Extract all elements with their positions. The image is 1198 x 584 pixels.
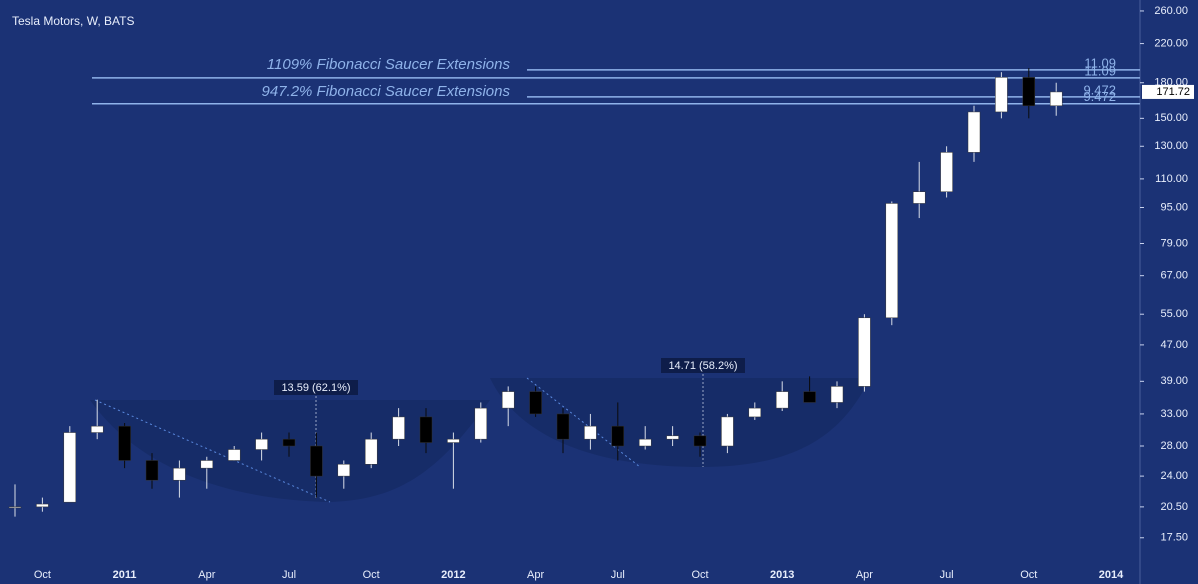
candle-body [858,317,871,387]
x-tick-label: 2012 [441,569,465,581]
candle-body [721,416,734,447]
fib-level-label: 9.472 [1083,89,1116,104]
candle-body [8,506,22,509]
x-tick-label: Jul [611,569,625,581]
candle-body [200,460,214,469]
candle-body [36,503,49,508]
candle-body [63,432,77,503]
candle-body [584,425,597,440]
y-tick-label: 79.00 [1160,237,1188,249]
x-tick-label: Apr [198,569,215,581]
candle-body [775,391,789,409]
saucer-shape [90,400,490,502]
chart-title: Tesla Motors, W, BATS [12,14,134,28]
y-tick-label: 130.00 [1154,140,1188,152]
candle-body [529,391,542,415]
candle-body [940,152,953,192]
y-tick-label: 220.00 [1154,37,1188,49]
x-tick-label: Apr [527,569,544,581]
candle-body [912,191,926,204]
candle-body [1022,77,1036,106]
candle-body [255,438,268,450]
fib-title: 1109% Fibonacci Saucer Extensions [267,56,511,73]
candle-body [556,413,570,440]
candle-body [337,464,351,477]
y-tick-label: 17.50 [1160,532,1188,544]
y-tick-label: 33.00 [1160,408,1188,420]
candle-body [885,203,899,319]
saucer-guide [526,377,641,468]
y-tick-label: 150.00 [1154,112,1188,124]
candle-body [666,435,679,440]
x-tick-label: Apr [856,569,873,581]
label-box [274,380,358,395]
x-tick-label: 2011 [113,569,137,581]
candle-body [227,449,241,461]
candle-body [173,467,186,481]
candle-body [611,425,625,447]
candle-body [310,445,323,477]
y-tick-label: 67.00 [1160,270,1188,282]
x-tick-label: 2014 [1099,569,1124,581]
candle-body [830,386,844,403]
candle-body [501,391,515,409]
candle-body [447,438,460,443]
x-tick-label: Jul [282,569,296,581]
y-tick-label: 39.00 [1160,375,1188,387]
candle-body [145,460,159,481]
y-tick-label: 95.00 [1160,201,1188,213]
candle-body [419,416,433,443]
last-price-box [1142,84,1194,99]
candle-body [638,438,652,447]
y-tick-label: 47.00 [1160,339,1188,351]
saucer-shape [490,378,870,467]
candle-body [282,438,296,447]
x-tick-label: Oct [691,569,708,581]
candle-body [693,435,707,447]
saucer-label: 14.71 (58.2%) [668,360,737,372]
candle-body [967,111,981,153]
y-tick-label: 55.00 [1160,308,1188,320]
y-tick-label: 260.00 [1154,5,1188,17]
x-tick-label: 2013 [770,569,794,581]
last-price-label: 171.72 [1156,86,1190,98]
fib-level-label: 9.472 [1083,82,1116,97]
label-box [661,358,745,373]
y-tick-label: 28.00 [1160,440,1188,452]
candle-body [803,391,816,403]
candle-body [1049,91,1063,106]
candle-body [995,77,1008,113]
candle-body [90,425,104,433]
y-tick-label: 24.00 [1160,470,1188,482]
x-tick-label: Oct [34,569,51,581]
y-tick-label: 20.50 [1160,501,1188,513]
fib-level-label: 11.09 [1084,55,1116,70]
x-tick-label: Oct [1020,569,1037,581]
candle-body [364,438,378,465]
fib-level-label: 11.09 [1084,63,1116,78]
saucer-label: 13.59 (62.1%) [281,382,350,394]
fib-title: 947.2% Fibonacci Saucer Extensions [262,83,511,100]
x-tick-label: Jul [940,569,954,581]
candle-body [748,407,762,418]
y-tick-label: 110.00 [1155,173,1188,185]
x-tick-label: Oct [363,569,380,581]
candle-body [392,416,405,440]
candle-body [474,407,488,440]
candle-body [118,425,131,461]
